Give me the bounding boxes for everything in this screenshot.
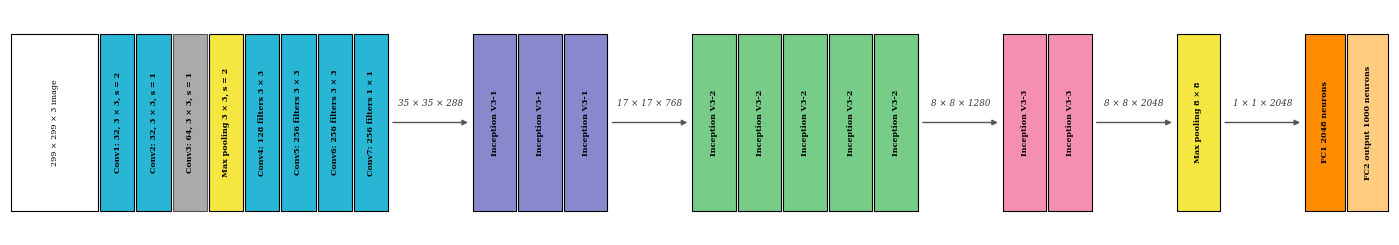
Text: Inception V3-2: Inception V3-2 xyxy=(802,89,809,156)
Text: Conv6: 256 filters 3 × 3: Conv6: 256 filters 3 × 3 xyxy=(330,70,339,175)
FancyBboxPatch shape xyxy=(318,34,351,211)
Text: Conv4: 128 filters 3 × 3: Conv4: 128 filters 3 × 3 xyxy=(259,70,266,175)
Text: Inception V3-2: Inception V3-2 xyxy=(711,89,718,156)
FancyBboxPatch shape xyxy=(1347,34,1388,211)
Text: FC1 2048 neurons: FC1 2048 neurons xyxy=(1321,82,1329,163)
FancyBboxPatch shape xyxy=(11,34,98,211)
Text: 35 × 35 × 288: 35 × 35 × 288 xyxy=(397,99,463,108)
Text: Inception V3-2: Inception V3-2 xyxy=(846,89,855,156)
Text: Inception V3-2: Inception V3-2 xyxy=(893,89,900,156)
FancyBboxPatch shape xyxy=(737,34,781,211)
FancyBboxPatch shape xyxy=(783,34,827,211)
FancyBboxPatch shape xyxy=(564,34,607,211)
FancyBboxPatch shape xyxy=(172,34,207,211)
FancyBboxPatch shape xyxy=(245,34,280,211)
Text: Conv2: 32, 3 × 3, s = 1: Conv2: 32, 3 × 3, s = 1 xyxy=(150,72,158,173)
Text: Conv5: 256 filters 3 × 3: Conv5: 256 filters 3 × 3 xyxy=(294,70,302,175)
FancyBboxPatch shape xyxy=(101,34,134,211)
FancyBboxPatch shape xyxy=(1177,34,1220,211)
Text: Inception V3-1: Inception V3-1 xyxy=(582,89,590,156)
Text: Inception V3-2: Inception V3-2 xyxy=(755,89,764,156)
FancyBboxPatch shape xyxy=(473,34,516,211)
FancyBboxPatch shape xyxy=(208,34,243,211)
Text: 8 × 8 × 1280: 8 × 8 × 1280 xyxy=(930,99,990,108)
Text: Conv7: 256 filters 1 × 1: Conv7: 256 filters 1 × 1 xyxy=(367,69,375,176)
Text: Inception V3-1: Inception V3-1 xyxy=(536,89,544,156)
FancyBboxPatch shape xyxy=(1003,34,1046,211)
Text: Inception V3-3: Inception V3-3 xyxy=(1066,89,1074,156)
Text: 1 × 1 × 2048: 1 × 1 × 2048 xyxy=(1233,99,1293,108)
Text: Inception V3-3: Inception V3-3 xyxy=(1020,89,1028,156)
FancyBboxPatch shape xyxy=(354,34,388,211)
Text: Conv1: 32, 3 × 3, s = 2: Conv1: 32, 3 × 3, s = 2 xyxy=(113,72,122,173)
Text: 17 × 17 × 768: 17 × 17 × 768 xyxy=(617,99,683,108)
Text: Conv3: 64, 3 × 3, s = 1: Conv3: 64, 3 × 3, s = 1 xyxy=(186,72,193,173)
FancyBboxPatch shape xyxy=(874,34,918,211)
FancyBboxPatch shape xyxy=(519,34,562,211)
FancyBboxPatch shape xyxy=(693,34,736,211)
FancyBboxPatch shape xyxy=(137,34,171,211)
Text: Max pooling 8 × 8: Max pooling 8 × 8 xyxy=(1195,82,1202,163)
FancyBboxPatch shape xyxy=(281,34,316,211)
Text: 299 × 299 × 3 image: 299 × 299 × 3 image xyxy=(50,79,59,166)
Text: Max pooling 3 × 3, s = 2: Max pooling 3 × 3, s = 2 xyxy=(222,68,229,177)
FancyBboxPatch shape xyxy=(830,34,873,211)
FancyBboxPatch shape xyxy=(1048,34,1091,211)
Text: 8 × 8 × 2048: 8 × 8 × 2048 xyxy=(1104,99,1164,108)
FancyBboxPatch shape xyxy=(1305,34,1346,211)
Text: Inception V3-1: Inception V3-1 xyxy=(491,89,498,156)
Text: FC2 output 1000 neurons: FC2 output 1000 neurons xyxy=(1364,65,1371,180)
